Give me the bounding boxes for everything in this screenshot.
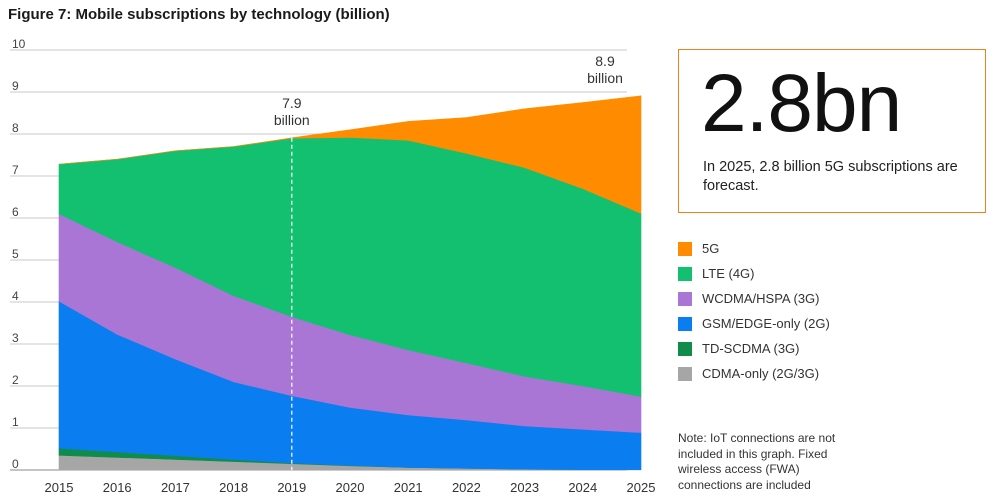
y-tick-label: 2 xyxy=(12,373,19,387)
y-tick-label: 7 xyxy=(12,163,19,177)
y-tick-label: 10 xyxy=(12,37,26,51)
area-series-5g xyxy=(58,95,642,214)
legend-item: WCDMA/HSPA (3G) xyxy=(678,286,830,311)
legend-label: GSM/EDGE-only (2G) xyxy=(702,316,830,331)
annotation-unit: billion xyxy=(274,112,310,128)
y-tick-label: 9 xyxy=(12,79,19,93)
callout-value: 2.8bn xyxy=(701,58,902,149)
x-tick-label: 2025 xyxy=(627,480,656,495)
legend-swatch xyxy=(678,291,692,306)
legend-item: TD-SCDMA (3G) xyxy=(678,336,830,361)
legend-swatch xyxy=(678,316,692,331)
legend-swatch xyxy=(678,266,692,281)
x-tick-label: 2018 xyxy=(219,480,248,495)
legend-item: CDMA-only (2G/3G) xyxy=(678,361,830,386)
legend-label: TD-SCDMA (3G) xyxy=(702,341,800,356)
legend-label: 5G xyxy=(702,241,720,256)
y-tick-label: 5 xyxy=(12,247,19,261)
legend-item: GSM/EDGE-only (2G) xyxy=(678,311,830,336)
y-tick-label: 4 xyxy=(12,289,19,303)
x-tick-label: 2020 xyxy=(336,480,365,495)
chart-title: Figure 7: Mobile subscriptions by techno… xyxy=(8,6,390,23)
legend-swatch xyxy=(678,241,692,256)
legend-item: 5G xyxy=(678,236,830,261)
x-tick-label: 2017 xyxy=(161,480,190,495)
annotation-value: 7.9 xyxy=(282,95,302,111)
area-chart: 0 1 2 3 4 5 6 7 8 9 10 2015 2016 2017 2018 2019 2020 202… xyxy=(10,37,656,495)
y-tick-label: 1 xyxy=(12,415,19,429)
chart-areas xyxy=(58,95,642,471)
y-tick-label: 3 xyxy=(12,331,19,345)
legend-item: LTE (4G) xyxy=(678,261,830,286)
x-tick-label: 2019 xyxy=(277,480,306,495)
legend: 5G LTE (4G) WCDMA/HSPA (3G) GSM/EDGE-only (… xyxy=(678,236,830,386)
x-tick-label: 2015 xyxy=(45,480,74,495)
x-tick-label: 2021 xyxy=(394,480,423,495)
legend-swatch xyxy=(678,366,692,381)
y-tick-label: 0 xyxy=(12,457,19,471)
x-tick-label: 2016 xyxy=(103,480,132,495)
legend-label: WCDMA/HSPA (3G) xyxy=(702,291,820,306)
legend-swatch xyxy=(678,341,692,356)
x-tick-label: 2022 xyxy=(452,480,481,495)
y-tick-label: 6 xyxy=(12,205,19,219)
legend-label: LTE (4G) xyxy=(702,266,755,281)
axes: 2015 2016 2017 2018 2019 2020 2021 2022 2023 2024… xyxy=(45,480,656,495)
annotation-unit: billion xyxy=(587,70,623,86)
callout-text: In 2025, 2.8 billion 5G subscriptions ar… xyxy=(703,159,958,194)
forecast-callout: 2.8bn In 2025, 2.8 billion 5G subscripti… xyxy=(678,49,986,213)
x-tick-label: 2023 xyxy=(510,480,539,495)
chart-note: Note: IoT connections are not included i… xyxy=(678,431,836,492)
annotation-value: 8.9 xyxy=(595,53,615,69)
legend-label: CDMA-only (2G/3G) xyxy=(702,366,820,381)
x-tick-label: 2024 xyxy=(568,480,597,495)
y-tick-label: 8 xyxy=(12,121,19,135)
